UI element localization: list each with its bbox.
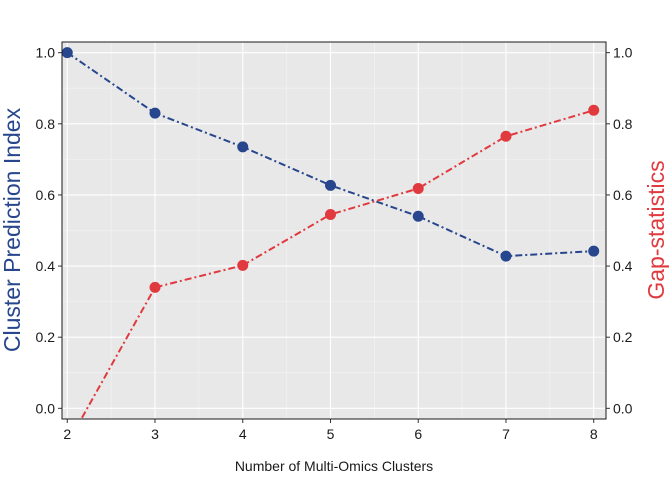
data-point xyxy=(412,210,424,222)
y-tick-label-right: 1.0 xyxy=(613,45,633,61)
data-point xyxy=(324,208,336,220)
y-axis-title-left: Cluster Prediction Index xyxy=(0,107,25,352)
data-point xyxy=(62,47,73,59)
y-tick-label-left: 0.0 xyxy=(36,400,56,416)
data-point xyxy=(149,107,161,119)
series-2 xyxy=(80,104,600,419)
x-axis-title: Number of Multi-Omics Clusters xyxy=(235,458,433,474)
x-tick-label: 5 xyxy=(327,426,335,442)
data-point xyxy=(500,250,512,262)
y-tick-label-right: 0.4 xyxy=(613,258,633,274)
x-tick-label: 8 xyxy=(590,426,598,442)
x-tick-label: 3 xyxy=(151,426,159,442)
x-tick-label: 7 xyxy=(502,426,510,442)
y-tick-label-right: 0.8 xyxy=(613,116,633,132)
data-point xyxy=(412,183,424,195)
data-point xyxy=(500,130,512,142)
data-point xyxy=(237,259,249,271)
y-tick-label-right: 0.6 xyxy=(613,187,633,203)
y-axis-title-right: Gap-statistics xyxy=(643,160,669,299)
x-tick-label: 6 xyxy=(414,426,422,442)
data-point xyxy=(149,281,161,293)
y-tick-label-left: 0.4 xyxy=(36,258,56,274)
y-tick-label-right: 0.0 xyxy=(613,400,633,416)
data-point xyxy=(237,141,249,153)
data-point xyxy=(588,245,600,257)
grid-lines xyxy=(62,42,606,419)
x-tick-label: 2 xyxy=(63,426,71,442)
y-tick-label-left: 0.8 xyxy=(36,116,56,132)
series-1 xyxy=(62,47,600,262)
plot-border xyxy=(61,41,607,420)
y-tick-label-left: 1.0 xyxy=(36,45,56,61)
y-tick-label-left: 0.2 xyxy=(36,329,56,345)
axes: 0.0 0.0 0.2 0.2 0.4 0.4 0.6 0.6 0.8 0.8 1.0 1.0 2 3 4 5… xyxy=(36,45,633,442)
series-layer xyxy=(62,47,600,419)
y-tick-label-left: 0.6 xyxy=(36,187,56,203)
data-point xyxy=(324,179,336,191)
data-point xyxy=(588,104,600,116)
y-tick-label-right: 0.2 xyxy=(613,329,633,345)
x-tick-label: 4 xyxy=(239,426,247,442)
